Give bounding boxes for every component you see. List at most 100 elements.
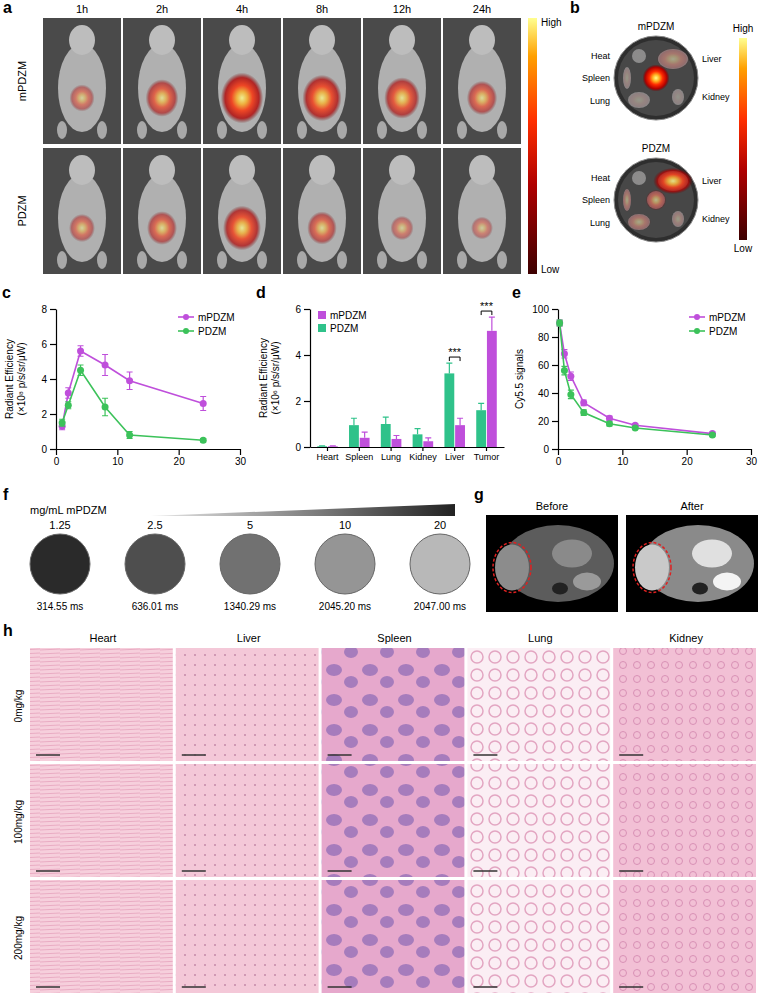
x-tick: 30 [746,449,758,467]
y-tick-label: 6 [41,339,47,350]
tumor-outline [633,543,671,593]
organ-dish [614,158,698,242]
organ-signal [628,92,651,109]
error-bar [330,445,336,447]
x-tick-label: 30 [235,456,247,467]
data-point [556,320,563,327]
mouse-leg [377,251,387,269]
error-bar [415,429,421,435]
mouse-leg [337,121,347,139]
x-tick-label: 0 [54,456,60,467]
data-point [567,373,574,380]
series-line [560,323,713,434]
x-tick: 0 [54,449,60,467]
mouse-head [309,155,335,185]
mri-phantom [315,534,375,594]
mri-phantom [30,534,90,594]
y-axis-title: Cy5.5 signals [514,349,525,409]
histology-image [467,648,610,761]
legend-marker [694,328,700,334]
dish-title: PDZM [642,143,670,154]
error-bar [568,372,574,380]
y-tick: 6 [41,339,56,350]
mouse-leg [177,251,187,269]
mri-tumor [635,545,669,591]
y-tick: 100 [532,304,558,315]
mouse-leg [337,251,347,269]
x-tick: 0 [556,449,562,467]
data-point [606,420,613,427]
scale-bar [619,870,643,872]
legend-label: PDZM [330,323,358,334]
mouse-leg [417,251,427,269]
x-axis-line [57,449,241,450]
fluorescence-signal [384,77,420,118]
colorbar-label: Low [541,264,560,275]
y-axis-title-line: (×10⁶ p/s/sr/μW) [270,342,281,415]
x-tick: 20 [174,449,186,467]
image-background [443,148,521,274]
y-tick-mark [552,421,558,422]
x-tick: Tumor [474,447,500,462]
error-bar [383,417,389,424]
column-header: Liver [237,632,261,644]
image-background [486,515,618,612]
data-point [77,348,84,355]
image-background [203,18,281,144]
x-tick-label: 10 [617,456,629,467]
relaxation-time: 314.55 ms [37,601,84,612]
x-tick-label: 20 [682,456,694,467]
mouse-image [43,148,121,274]
x-tick: 10 [617,449,629,467]
bar [381,424,391,447]
time-label: 12h [393,3,411,15]
legend-label: mPDZM [709,312,746,323]
mouse-head [389,155,415,185]
legend-label: PDZM [709,326,737,337]
colorbar [739,38,747,240]
x-tick-label: 20 [174,456,186,467]
histology-image [322,764,465,877]
relaxation-time: 636.01 ms [132,601,179,612]
organ-signal [646,190,667,211]
image-background [363,18,441,144]
mouse-image [443,148,521,274]
panel-letter: c [2,284,11,301]
y-tick-label: 4 [295,350,301,361]
error-bar [393,436,399,439]
error-bar [78,346,84,357]
organ-signal [623,188,632,212]
scale-bar [473,986,497,988]
x-tick-label: Heart [316,452,339,462]
y-axis-line [310,310,311,448]
x-tick-label: Spleen [345,452,373,462]
data-point [126,377,133,384]
mouse-body [458,44,506,132]
concentration-wedge [150,504,455,516]
dish [614,158,698,242]
chart-c: c010203002468Radiant Efficiency(×10⁸ p/s… [2,284,246,467]
x-tick-label: 0 [556,456,562,467]
data-point [59,419,66,426]
mouse-leg [57,251,67,269]
mouse-head [229,155,255,185]
mouse-image [283,18,361,144]
organ-signal [627,213,651,231]
mouse-body [218,44,266,132]
histology-image [613,880,756,993]
mouse-leg [377,121,387,139]
x-tick-mark [486,447,487,451]
column-header: Kidney [669,632,703,644]
image-background [203,148,281,274]
image-background [123,148,201,274]
mouse-body [58,44,106,132]
x-tick: Lung [381,447,401,462]
data-point [580,399,587,406]
x-axis: 0102030 [54,449,247,467]
organ [628,92,650,108]
x-tick-mark [422,447,423,451]
y-tick-mark [50,344,56,345]
relaxation-time: 1340.29 ms [224,601,276,612]
organ-label: Spleen [582,195,610,205]
y-tick: 80 [538,332,558,343]
